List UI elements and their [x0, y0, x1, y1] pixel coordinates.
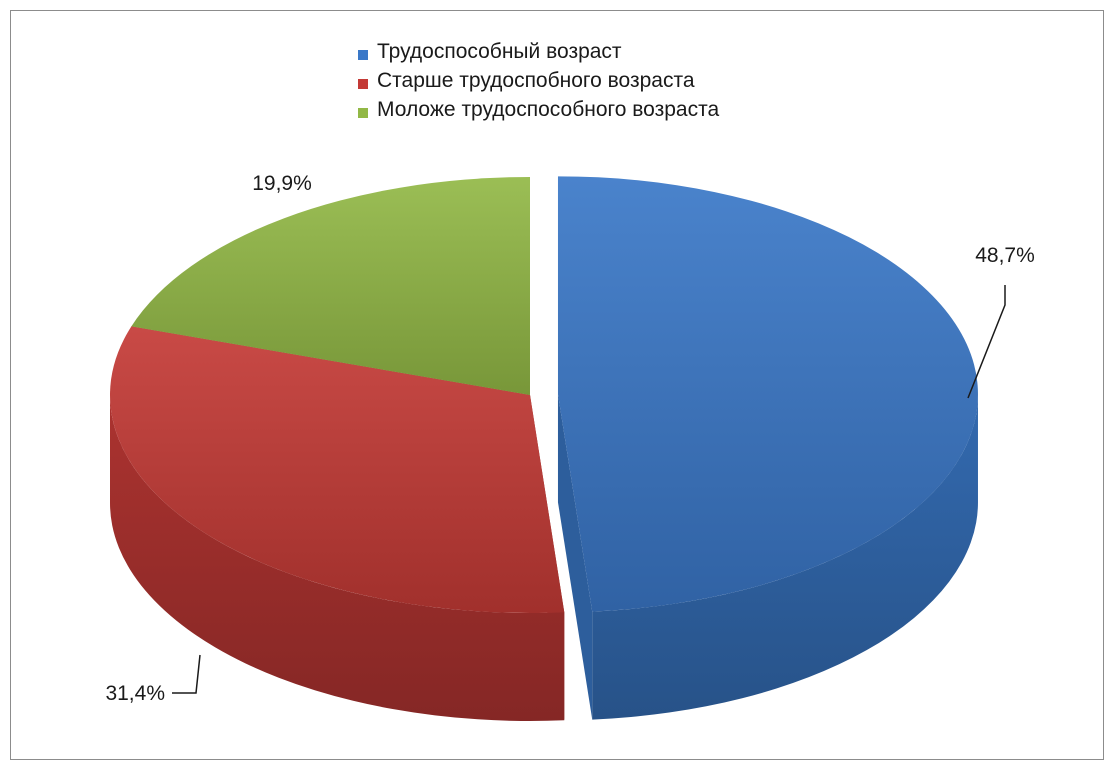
- chart-legend: Трудоспособный возраст Старше трудоспобн…: [358, 37, 719, 124]
- legend-item-over-working-age: Старше трудоспобного возраста: [358, 66, 719, 95]
- legend-swatch-under-working-age: [358, 107, 368, 118]
- legend-swatch-working-age: [358, 49, 368, 60]
- pie-slice-0: [557, 176, 978, 612]
- pie-slice-wall-0: [592, 394, 978, 720]
- leader-line-0: [967, 285, 1006, 399]
- pie-slice-cut-face-0-1: [557, 394, 593, 720]
- pie-slice-1: [109, 326, 565, 613]
- legend-label-under-working-age: Моложе трудоспособного возраста: [377, 98, 720, 121]
- data-label-2: 19,9%: [252, 172, 312, 195]
- data-label-0: 48,7%: [975, 244, 1035, 267]
- legend-swatch-over-working-age: [358, 78, 368, 89]
- leader-line-1: [172, 654, 201, 694]
- legend-item-working-age: Трудоспособный возраст: [358, 37, 719, 66]
- pie-slice-2: [131, 177, 530, 395]
- pie-slice-wall-1: [110, 395, 565, 721]
- legend-item-under-working-age: Моложе трудоспособного возраста: [358, 95, 719, 124]
- legend-label-over-working-age: Старше трудоспобного возраста: [377, 69, 695, 92]
- legend-label-working-age: Трудоспособный возраст: [377, 40, 622, 63]
- data-label-1: 31,4%: [105, 682, 165, 705]
